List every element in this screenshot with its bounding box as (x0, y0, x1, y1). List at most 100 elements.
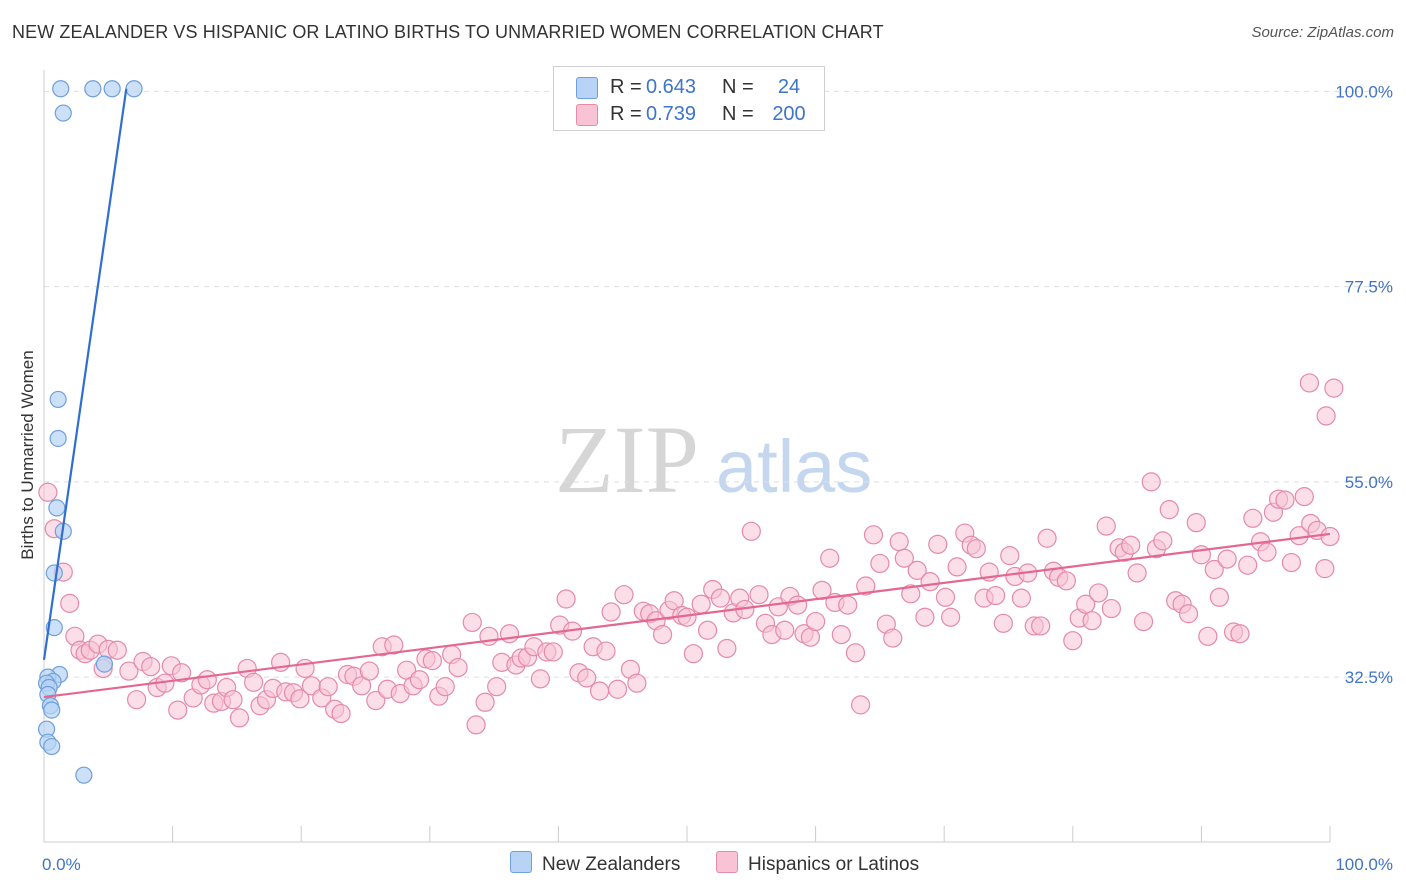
hispanic-data-point (422, 651, 442, 671)
hispanic-data-point (1063, 631, 1083, 651)
hispanic-data-point (499, 624, 520, 644)
watermark: ZIP atlas (555, 406, 872, 513)
hispanic-data-point (805, 611, 826, 632)
hispanic-data-point (986, 585, 1006, 606)
hispanic-data-point (1324, 378, 1344, 398)
hispanic-data-point (60, 593, 80, 613)
hispanic-data-point (577, 668, 597, 688)
hispanic-data-point (920, 572, 940, 592)
hispanic-data-point (710, 588, 731, 608)
hispanic-data-point (1230, 624, 1250, 644)
hispanic-data-point (107, 640, 127, 660)
hispanic-data-point (596, 641, 616, 661)
legend-r-label: R = (610, 103, 642, 125)
hispanic-data-point (664, 591, 684, 611)
hispanic-data-point (820, 548, 840, 568)
hispanic-data-point (1121, 535, 1141, 555)
hispanic-data-point (627, 673, 647, 693)
hispanic-data-point (1159, 500, 1179, 520)
hispanic-data-point (1316, 406, 1336, 426)
hispanic-data-point (1011, 588, 1031, 608)
hispanic-data-point (487, 677, 507, 697)
new-zealander-data-point (75, 766, 93, 784)
legend-n-value: 200 (772, 103, 806, 125)
hispanic-data-point (1133, 611, 1154, 632)
legend-r-label: R = (610, 76, 642, 98)
new-zealander-trend-line (42, 88, 128, 660)
legend-n-label: N = (722, 103, 754, 125)
hispanic-data-point (119, 661, 139, 681)
hispanic-data-point (935, 587, 956, 607)
hispanic-data-point (290, 689, 310, 709)
new-zealander-data-point (48, 499, 66, 517)
hispanic-data-point (856, 576, 876, 596)
hispanic-data-point (749, 585, 769, 605)
hispanic-data-point (1294, 487, 1314, 507)
hispanic-data-point (1178, 604, 1199, 624)
hispanic-data-point (1082, 611, 1102, 631)
hispanic-data-point (1299, 373, 1320, 393)
hispanic-data-point (1209, 587, 1230, 607)
legend-swatch-pink (716, 851, 738, 873)
hispanic-data-point (717, 638, 737, 659)
hispanic-points (38, 373, 1344, 735)
hispanic-data-point (1198, 626, 1218, 646)
legend-r-value: 0.643 (646, 76, 697, 98)
series-legend: New Zealanders Hispanics or Latinos (0, 851, 1406, 877)
hispanic-data-point (223, 690, 243, 710)
hispanic-data-point (1217, 549, 1237, 569)
x-tick-label: 0.0% (42, 855, 81, 874)
hispanic-data-point (1238, 555, 1258, 575)
legend-label: Hispanics or Latinos (748, 854, 920, 875)
legend-n-label: N = (722, 76, 754, 98)
legend-item-new-zealanders[interactable]: New Zealanders (510, 851, 680, 876)
new-zealander-points (37, 80, 143, 784)
hispanic-data-point (683, 644, 704, 664)
hispanic-data-point (741, 521, 761, 541)
hispanic-data-point (901, 584, 921, 604)
source-credit: Source: ZipAtlas.com (1251, 24, 1394, 41)
tick-labels: 100.0% 77.5% 55.0% 32.5% 0.0% 100.0% (42, 82, 1393, 874)
hispanic-data-point (1141, 472, 1161, 492)
hispanic-data-point (1037, 528, 1057, 548)
hispanic-data-point (448, 657, 468, 678)
hispanic-data-point (870, 553, 890, 574)
hispanic-data-point (601, 602, 621, 622)
hispanic-data-point (466, 715, 486, 735)
hispanic-data-point (1186, 513, 1206, 533)
hispanic-data-point (530, 669, 550, 689)
new-zealander-data-point (43, 701, 61, 719)
hispanic-data-point (38, 482, 58, 502)
hispanic-data-point (907, 560, 927, 580)
hispanic-data-point (1243, 508, 1263, 528)
hispanic-data-point (928, 534, 948, 554)
hispanic-data-point (1153, 531, 1173, 551)
hispanic-data-point (589, 681, 610, 701)
legend-swatch-pink (576, 104, 598, 126)
hispanic-data-point (556, 589, 576, 609)
hispanic-data-point (168, 700, 188, 720)
hispanic-data-point (863, 525, 884, 545)
hispanic-data-point (1088, 583, 1109, 603)
hispanic-data-point (479, 626, 499, 646)
legend-item-hispanics[interactable]: Hispanics or Latinos (716, 851, 919, 876)
hispanic-data-point (614, 585, 634, 605)
hispanic-data-point (352, 676, 372, 696)
hispanic-data-point (1320, 526, 1340, 547)
hispanic-data-point (947, 557, 967, 577)
new-zealander-data-point (103, 80, 121, 98)
hispanic-data-point (697, 620, 718, 640)
hispanic-data-point (941, 607, 961, 627)
hispanic-data-point (197, 670, 217, 690)
hispanic-data-point (366, 690, 386, 711)
hispanic-data-point (838, 595, 858, 615)
y-tick-label: 55.0% (1345, 473, 1393, 492)
hispanic-data-point (384, 635, 404, 655)
hispanic-data-point (1127, 563, 1147, 583)
hispanic-data-point (889, 532, 909, 552)
x-tick-label: 100.0% (1335, 855, 1393, 874)
hispanic-data-point (883, 628, 903, 648)
trend-lines (42, 88, 1331, 699)
hispanic-data-point (318, 677, 338, 697)
hispanic-data-point (409, 670, 430, 690)
